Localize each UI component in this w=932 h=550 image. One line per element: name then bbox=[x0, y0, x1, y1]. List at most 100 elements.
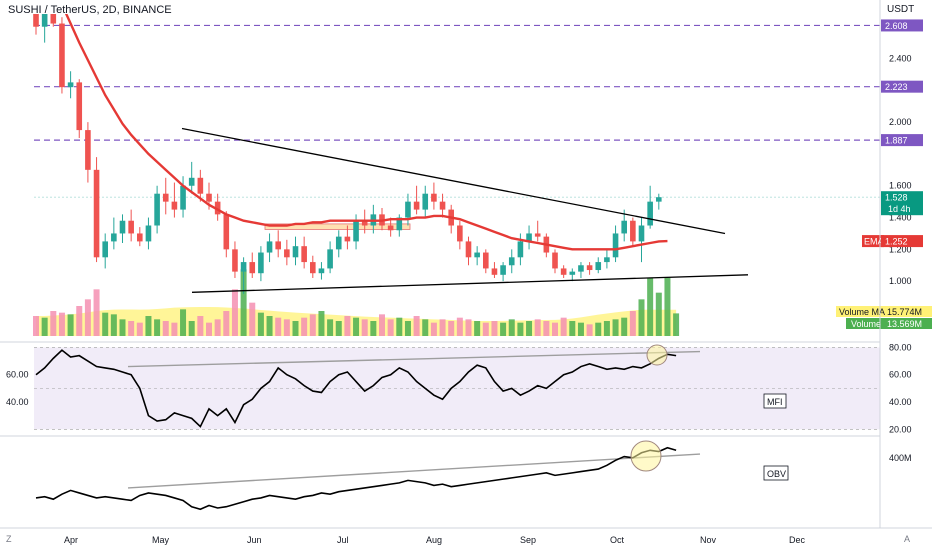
price-level-label: 2.223 bbox=[885, 82, 908, 92]
candle bbox=[258, 246, 264, 282]
volume-bar bbox=[206, 322, 212, 336]
volume-ma-name: Volume MA bbox=[839, 307, 885, 317]
resistance-box bbox=[264, 223, 411, 230]
candle-body bbox=[595, 262, 602, 271]
candle bbox=[439, 193, 446, 218]
candle-body bbox=[154, 193, 160, 226]
volume-bar bbox=[465, 319, 472, 336]
volume-bar bbox=[655, 292, 662, 336]
volume-bar bbox=[517, 322, 524, 336]
candle-body bbox=[508, 257, 515, 266]
candle bbox=[612, 225, 619, 263]
candle bbox=[586, 262, 593, 275]
volume-bar bbox=[41, 317, 48, 336]
candle bbox=[128, 209, 134, 242]
candle bbox=[656, 193, 662, 210]
candle-body bbox=[214, 201, 221, 215]
volume-bar bbox=[534, 319, 541, 336]
candle-body bbox=[396, 217, 403, 231]
time-tick-label: Sep bbox=[520, 535, 536, 545]
volume-bar bbox=[560, 317, 567, 336]
ema-value-label: 1.252 bbox=[885, 237, 908, 247]
volume-bar bbox=[50, 311, 57, 336]
volume-tag bbox=[846, 318, 932, 329]
volume-bar bbox=[180, 309, 187, 336]
candle-body bbox=[249, 262, 256, 274]
volume-bar bbox=[257, 312, 264, 336]
candle bbox=[180, 176, 186, 218]
volume-bar bbox=[603, 321, 610, 336]
volume-bar bbox=[577, 322, 584, 336]
price-tick-label: 1.400 bbox=[889, 213, 912, 223]
volume-bar bbox=[240, 269, 247, 336]
timezone-toggle[interactable]: Z bbox=[6, 534, 12, 544]
candle bbox=[491, 262, 498, 278]
candle bbox=[500, 262, 506, 282]
candle-body bbox=[578, 265, 584, 272]
candle bbox=[483, 249, 489, 274]
candle-body bbox=[206, 193, 212, 202]
candle-body bbox=[656, 197, 662, 202]
mfi-tick-label: 40.00 bbox=[889, 397, 912, 407]
volume-bar bbox=[379, 314, 385, 336]
volume-bar bbox=[344, 316, 351, 336]
chart-title: SUSHI / TetherUS, 2D, BINANCE bbox=[8, 4, 172, 16]
volume-bar bbox=[119, 319, 126, 336]
volume-bar bbox=[318, 311, 325, 336]
candle bbox=[232, 241, 238, 278]
volume-bar bbox=[76, 306, 83, 336]
volume-bar bbox=[188, 321, 195, 336]
volume-name: Volume bbox=[851, 319, 881, 329]
volume-bar bbox=[154, 319, 161, 336]
candle bbox=[223, 211, 230, 258]
candle-body bbox=[647, 201, 653, 226]
candle bbox=[517, 233, 524, 266]
price-tick-label: 1.200 bbox=[889, 244, 912, 254]
mfi-highlight-circle bbox=[646, 344, 668, 366]
time-tick-label: Nov bbox=[700, 535, 717, 545]
candle-body bbox=[180, 185, 186, 210]
candle-body bbox=[638, 225, 645, 242]
volume-bar bbox=[638, 299, 645, 336]
candle bbox=[647, 185, 653, 229]
candle-body bbox=[59, 23, 65, 88]
candle bbox=[396, 214, 403, 237]
volume-bar bbox=[67, 314, 74, 336]
volume-bar bbox=[102, 312, 109, 336]
candle-body bbox=[431, 193, 437, 202]
volume-bar bbox=[266, 316, 273, 336]
candle-body bbox=[33, 14, 39, 27]
time-tick-label: Jun bbox=[247, 535, 262, 545]
candle bbox=[431, 182, 437, 210]
volume-bar bbox=[474, 321, 481, 336]
volume-bar bbox=[136, 322, 143, 336]
auto-scale-toggle[interactable]: A bbox=[904, 534, 911, 544]
candle-body bbox=[232, 249, 238, 272]
volume-bar bbox=[283, 319, 290, 336]
candle-body bbox=[137, 233, 143, 242]
candle bbox=[67, 71, 74, 99]
volume-bar bbox=[526, 321, 533, 336]
volume-bar bbox=[586, 324, 593, 336]
candle-body bbox=[50, 14, 57, 24]
ema-value-tag bbox=[881, 235, 923, 248]
candle-body bbox=[483, 252, 489, 269]
volume-bar bbox=[275, 317, 282, 336]
candle bbox=[474, 246, 480, 266]
volume-bar bbox=[171, 322, 178, 336]
candle bbox=[638, 217, 645, 263]
candle bbox=[335, 230, 342, 258]
candle bbox=[59, 17, 65, 94]
candle-body bbox=[240, 262, 247, 272]
last-price-tag bbox=[881, 191, 923, 216]
candle-body bbox=[586, 265, 593, 271]
candle bbox=[119, 214, 126, 243]
candle-body bbox=[500, 265, 506, 275]
volume-bar bbox=[162, 321, 169, 336]
candle-body bbox=[439, 201, 446, 210]
volume-bar bbox=[214, 319, 221, 336]
mfi-trendline bbox=[127, 350, 701, 368]
volume-bar bbox=[231, 289, 238, 336]
candle-body bbox=[491, 268, 498, 275]
